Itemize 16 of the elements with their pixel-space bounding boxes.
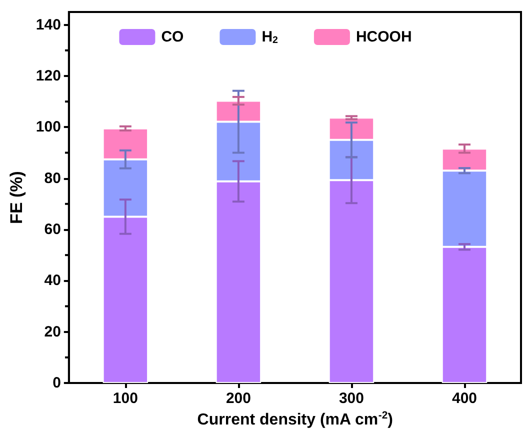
y-tick-label: 120 [36,67,61,84]
legend-label: HCOOH [356,28,412,46]
y-tick-label: 40 [44,272,61,290]
y-tick-label: 140 [36,16,61,34]
y-tick-label: 20 [44,323,61,340]
y-tick-label: 60 [44,220,61,238]
legend-label: H2 [262,28,279,46]
x-tick-label: 200 [226,390,251,407]
x-tick-label: 400 [452,390,478,407]
legend-label: CO [161,28,184,46]
x-tick-label: 100 [112,390,138,407]
x-tick-label: 300 [338,390,364,407]
y-tick-label: 80 [44,170,61,187]
y-tick-label: 100 [36,118,61,136]
y-axis-title: FE (%) [7,171,26,224]
y-tick-label: 0 [52,374,61,392]
